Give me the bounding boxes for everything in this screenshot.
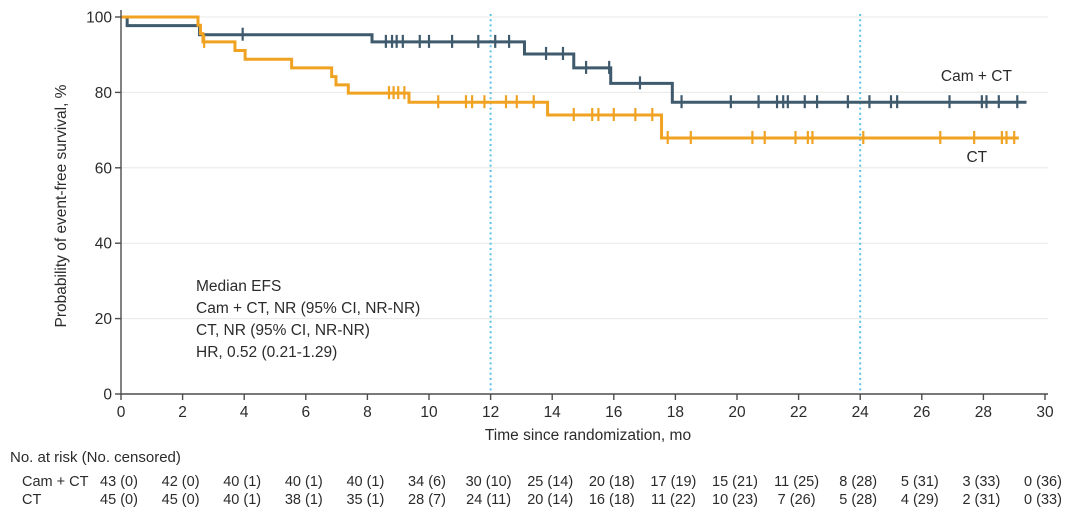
x-tick-label-18: 18	[667, 404, 684, 421]
risk-value: 11 (25)	[774, 474, 820, 490]
risk-value: 3 (33)	[962, 474, 1001, 490]
x-tick-label-28: 28	[975, 404, 992, 421]
y-tick-label-100: 100	[86, 10, 112, 27]
risk-value: 4 (29)	[900, 492, 939, 508]
risk-value: 38 (1)	[284, 492, 323, 508]
annotation-line-hr: HR, 0.52 (0.21-1.29)	[196, 344, 337, 361]
x-tick-label-10: 10	[420, 404, 438, 421]
risk-value: 34 (6)	[408, 474, 446, 490]
x-tick-label-22: 22	[790, 404, 807, 421]
risk-value: 28 (7)	[408, 492, 446, 508]
risk-value: 5 (31)	[900, 474, 939, 490]
km-curve-ct	[121, 15, 1019, 140]
risk-value: 35 (1)	[346, 492, 385, 508]
y-tick-label-80: 80	[95, 85, 113, 102]
x-tick-label-12: 12	[482, 404, 499, 421]
y-tick-label-40: 40	[95, 236, 113, 253]
reference-lines-layer	[489, 14, 862, 393]
risk-value: 45 (0)	[161, 492, 200, 508]
risk-value: 5 (28)	[839, 492, 878, 508]
risk-value: 40 (1)	[346, 474, 385, 490]
risk-value: 30 (10)	[465, 474, 512, 490]
risk-value: 17 (19)	[650, 474, 697, 490]
annotation-line-median-efs: Median EFS	[196, 278, 281, 295]
x-tick-label-20: 20	[728, 404, 746, 421]
x-tick-label-0: 0	[117, 404, 126, 421]
axes-layer	[115, 10, 1048, 400]
risk-value: 0 (36)	[1024, 474, 1062, 490]
km-chart: Probability of event-free survival, % Ti…	[53, 10, 1054, 445]
curves-layer	[121, 15, 1027, 145]
x-tick-label-4: 4	[240, 404, 249, 421]
y-tick-label-0: 0	[103, 387, 112, 404]
x-tick-label-30: 30	[1036, 404, 1054, 421]
x-tick-label-14: 14	[544, 404, 562, 421]
risk-value: 0 (33)	[1024, 492, 1062, 508]
risk-value: 7 (26)	[777, 492, 816, 508]
y-tick-label-60: 60	[95, 160, 113, 177]
risk-value: 40 (1)	[223, 474, 262, 490]
y-tick-label-20: 20	[95, 311, 113, 328]
x-tick-label-26: 26	[913, 404, 930, 421]
risk-row-label-ct: CT	[22, 492, 42, 508]
annotation-line-ct: CT, NR (95% CI, NR-NR)	[196, 322, 370, 339]
risk-value: 20 (18)	[588, 474, 635, 490]
risk-value: 40 (1)	[284, 474, 323, 490]
x-axis-title: Time since randomization, mo	[485, 427, 691, 444]
risk-value: 20 (14)	[527, 492, 574, 508]
risk-value: 11 (22)	[650, 492, 696, 508]
risk-value: 8 (28)	[839, 474, 878, 490]
risk-value: 43 (0)	[100, 474, 138, 490]
risk-value: 42 (0)	[161, 474, 200, 490]
text-layer: Probability of event-free survival, % Ti…	[53, 10, 1054, 445]
km-curve-camct	[121, 15, 1027, 104]
x-tick-label-8: 8	[363, 404, 372, 421]
risk-value: 10 (23)	[712, 492, 758, 508]
annotation-line-camct: Cam + CT, NR (95% CI, NR-NR)	[196, 300, 420, 317]
risk-value: 24 (11)	[466, 492, 512, 508]
x-tick-label-24: 24	[852, 404, 870, 421]
gridlines-layer	[121, 16, 1048, 320]
x-tick-label-2: 2	[178, 404, 187, 421]
risk-value: 16 (18)	[588, 492, 635, 508]
curve-label-camct: Cam + CT	[941, 68, 1013, 85]
risk-value: 15 (21)	[712, 474, 758, 490]
risk-table-title: No. at risk (No. censored)	[10, 449, 181, 466]
curve-label-ct: CT	[966, 149, 987, 166]
x-tick-label-6: 6	[301, 404, 310, 421]
risk-value: 45 (0)	[100, 492, 138, 508]
risk-value: 25 (14)	[527, 474, 574, 490]
risk-value: 2 (31)	[962, 492, 1001, 508]
x-tick-label-16: 16	[605, 404, 622, 421]
risk-value: 40 (1)	[223, 492, 262, 508]
y-axis-title: Probability of event-free survival, %	[53, 84, 70, 327]
risk-row-label-camct: Cam + CT	[22, 474, 89, 490]
